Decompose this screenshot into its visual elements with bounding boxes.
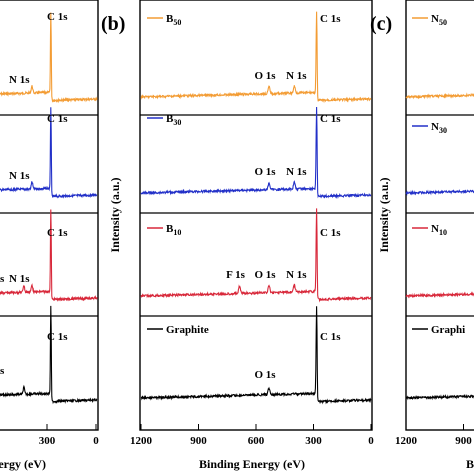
panel-b-peak-label-n1s: N 1s	[286, 70, 307, 82]
panel-c-x-tick-label: 900	[455, 435, 472, 447]
panel-a-peak-label-c1s: C 1s	[47, 113, 68, 125]
panel-c-series-3	[405, 393, 474, 401]
panel-b-x-tick-label: 1200	[130, 435, 153, 447]
panel-a-x-axis-label: Binding Energy (eV)	[0, 457, 46, 471]
panel-b-y-axis-label: Intensity (a.u.)	[108, 177, 122, 252]
panel-c-y-axis-label: Intensity (a.u.)	[377, 177, 391, 252]
panel-b-series-0	[140, 11, 372, 104]
panel-a: N 1s C 1s N 1s C 1s s N 1s C 1s s C 1s 300 0 Bind…	[0, 0, 99, 471]
panel-b-peak-label-o1s: O 1s	[254, 70, 276, 82]
panel-a-x-tick-label: 300	[39, 435, 56, 447]
panel-b-x-tick-label: 0	[368, 435, 374, 447]
panel-b-peak-label-o1s: O 1s	[254, 369, 276, 381]
panel-b-series-2	[140, 208, 372, 303]
panel-b-series-3	[140, 306, 372, 405]
panel-a-peak-label-partial: s	[0, 365, 5, 377]
panel-b-peak-label-o1s: O 1s	[254, 269, 276, 281]
panel-c-letter: (c)	[370, 13, 392, 35]
panel-b-peak-label-o1s: O 1s	[254, 166, 276, 178]
panel-c-curves: N50 N30 N10 Graphi	[405, 13, 474, 401]
panel-b-peak-label-c1s: C 1s	[320, 13, 341, 25]
panel-b-legend-3-label: Graphite	[166, 324, 209, 336]
panel-a-series-1	[0, 107, 98, 199]
panel-a-series-2	[0, 209, 98, 302]
panel-c-x-ticks: 1200 900	[395, 424, 472, 447]
panel-a-peak-label-c1s: C 1s	[47, 227, 68, 239]
panel-a-peak-label-n1s: N 1s	[9, 273, 30, 285]
panel-a-x-tick-label: 0	[93, 435, 99, 447]
panel-c-frame	[405, 0, 474, 431]
panel-a-peak-label-c1s: C 1s	[47, 331, 68, 343]
panel-a-frame	[0, 0, 99, 431]
panel-c-legend-0-label: N50	[431, 13, 447, 27]
panel-c-series-2	[405, 291, 474, 299]
panel-b-x-ticks: 1200 900 600 300 0	[130, 424, 374, 447]
panel-b-x-tick-label: 300	[305, 435, 322, 447]
panel-c-series-0	[405, 92, 474, 100]
panel-c-legend-3-label: Graphi	[431, 324, 465, 336]
panel-b-peak-label-n1s: N 1s	[286, 166, 307, 178]
panel-a-series-3	[0, 305, 98, 405]
panel-b-x-tick-label: 900	[190, 435, 207, 447]
panel-b-peak-label-c1s: C 1s	[320, 331, 341, 343]
panel-b-series-1	[140, 106, 372, 200]
panel-b-x-axis-label: Binding Energy (eV)	[199, 457, 305, 471]
panel-b-peak-label-c1s: C 1s	[320, 227, 341, 239]
panel-b-legend-0-label: B50	[166, 13, 181, 27]
panel-a-curves: N 1s C 1s N 1s C 1s s N 1s C 1s s C 1s	[0, 11, 98, 405]
panel-c-legend-1-label: N30	[431, 121, 447, 135]
panel-a-peak-label-partial: s	[0, 273, 5, 285]
panel-a-peak-label-n1s: N 1s	[9, 74, 30, 86]
panel-c-x-tick-label: 1200	[395, 435, 418, 447]
panel-b-letter: (b)	[101, 13, 125, 35]
panel-b-peak-label-c1s: C 1s	[320, 113, 341, 125]
panel-b-peak-label-n1s: N 1s	[286, 269, 307, 281]
panel-a-x-ticks: 300 0	[39, 424, 99, 447]
panel-c-x-axis-label: B	[466, 457, 474, 471]
panel-b-x-tick-label: 600	[248, 435, 265, 447]
panel-b-legend-2-label: B10	[166, 223, 181, 237]
panel-c-series-1	[405, 189, 474, 196]
panel-c-legend-2-label: N10	[431, 223, 447, 237]
panel-b: (b) Intensity (a.u.) B50B30B10GraphiteO …	[101, 0, 374, 471]
panel-b-frame	[139, 0, 373, 431]
panel-c: (c) Intensity (a.u.) N50 N30 N10 Graphi 120…	[370, 0, 474, 471]
panel-a-peak-label-n1s: N 1s	[9, 170, 30, 182]
panel-a-peak-label-c1s: C 1s	[47, 11, 68, 23]
panel-a-series-0	[0, 12, 98, 104]
panel-b-peak-label-f1s: F 1s	[226, 269, 246, 281]
